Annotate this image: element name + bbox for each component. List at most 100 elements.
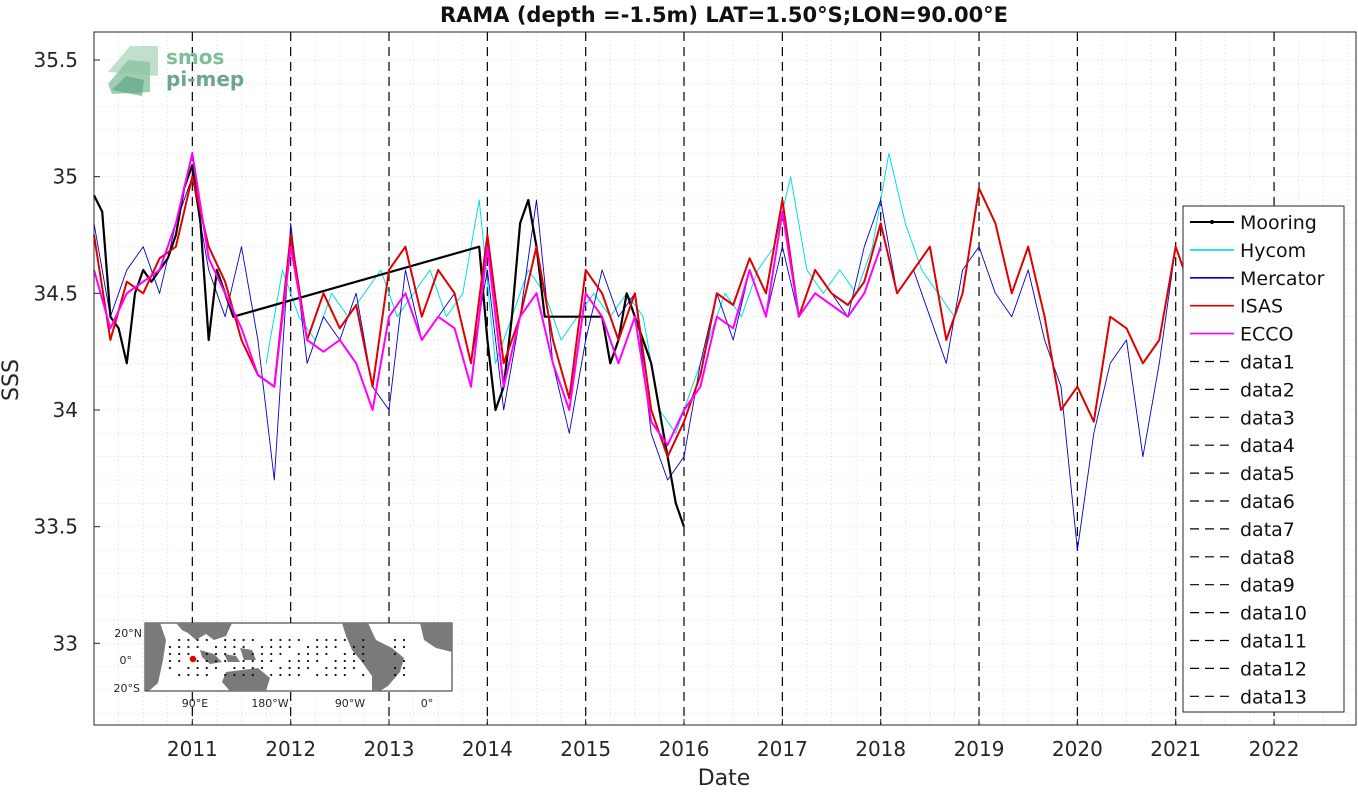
mooring-dot: [334, 673, 337, 677]
series-line-mooring: [93, 163, 686, 528]
legend-label-data3: data3: [1240, 407, 1295, 429]
y-tick-label: 33: [53, 631, 78, 655]
y-tick-label: 35: [53, 165, 78, 189]
smos-pimep-logo: smos pi-mep: [108, 45, 244, 96]
inset-map: 20°N 0° 20°S 90°E 180°W 90°W 0°: [114, 622, 453, 710]
logo-pimep-text: pi-mep: [166, 67, 244, 91]
legend-label-mooring: Mooring: [1240, 212, 1317, 234]
x-tick-label: 2017: [757, 737, 808, 761]
legend-label-data10: data10: [1240, 603, 1307, 625]
mooring-dot: [214, 645, 218, 649]
series-lines: [93, 152, 1341, 551]
mooring-dot: [178, 659, 181, 663]
mooring-dot: [343, 659, 346, 663]
series-line-ecco: [93, 152, 882, 446]
mooring-dot: [316, 659, 319, 663]
mooring-dot: [251, 666, 254, 670]
mooring-dot: [168, 659, 172, 663]
inset-ylabel-0: 0°: [120, 654, 133, 667]
y-tick-label: 33.5: [33, 515, 78, 539]
inset-xlabel-180w: 180°W: [251, 697, 288, 710]
mooring-dot: [205, 659, 208, 663]
mooring-dot: [260, 659, 264, 663]
x-axis-ticks: 2011 2012 2013 2014 2015 2016 2017 2018 2019 2020…: [167, 719, 1300, 761]
legend-label-mercator: Mercator: [1240, 268, 1325, 290]
mooring-dot: [393, 638, 397, 642]
legend-label-data5: data5: [1240, 463, 1295, 485]
mooring-dot: [325, 652, 328, 656]
dashed-year-lines: [191, 32, 1275, 725]
x-tick-label: 2022: [1249, 737, 1300, 761]
mooring-dot: [306, 652, 310, 656]
legend-label-data7: data7: [1240, 519, 1295, 541]
mooring-dot: [362, 638, 365, 642]
legend-label-data8: data8: [1240, 547, 1295, 569]
map-land-africa: [145, 623, 166, 691]
mooring-dot: [325, 673, 328, 677]
mooring-dot: [297, 666, 300, 670]
inset-x-labels: 90°E 180°W 90°W 0°: [182, 697, 433, 710]
y-tick-label: 35.5: [33, 48, 78, 72]
mooring-dot: [187, 652, 190, 656]
x-tick-label: 2020: [1052, 737, 1103, 761]
mooring-dot: [402, 638, 406, 642]
mooring-dot: [343, 666, 346, 670]
mooring-dot: [325, 645, 328, 649]
mooring-dot: [205, 666, 208, 670]
mooring-dot: [260, 652, 264, 656]
y-tick-label: 34.5: [33, 281, 78, 305]
mooring-dot: [352, 666, 356, 670]
mooring-dot: [251, 638, 254, 642]
map-land-australia: [222, 668, 270, 691]
mooring-dot: [279, 666, 282, 670]
y-tick-label: 34: [53, 398, 78, 422]
map-land-westafrica: [420, 623, 452, 652]
mooring-dot: [196, 645, 199, 649]
mooring-dot: [288, 673, 291, 677]
mooring-dot: [334, 659, 337, 663]
mooring-dot: [224, 659, 227, 663]
mooring-dot: [393, 673, 397, 677]
mooring-dot: [242, 666, 245, 670]
mooring-dot: [224, 638, 227, 642]
mooring-dot: [270, 673, 273, 677]
mooring-dot: [233, 645, 236, 649]
mooring-dot: [334, 638, 337, 642]
mooring-dot: [297, 652, 300, 656]
mooring-dot: [288, 666, 291, 670]
mooring-dot: [178, 645, 181, 649]
y-axis-label: SSS: [0, 359, 24, 401]
mooring-dot: [270, 645, 273, 649]
x-tick-label: 2019: [954, 737, 1005, 761]
mooring-dot: [362, 645, 365, 649]
legend-label-data4: data4: [1240, 435, 1295, 457]
mooring-dot: [279, 673, 282, 677]
mooring-dot: [297, 673, 300, 677]
map-land-indonesia: [200, 648, 256, 664]
mooring-dot: [334, 666, 337, 670]
mooring-dot: [306, 666, 310, 670]
mooring-dot: [205, 638, 208, 642]
mooring-dot: [279, 645, 282, 649]
mooring-dot: [178, 673, 181, 677]
mooring-dot: [270, 638, 273, 642]
mooring-dot: [251, 659, 254, 663]
mooring-dot: [362, 659, 365, 663]
mooring-dot: [393, 666, 397, 670]
mooring-dot: [316, 638, 319, 642]
legend-box: [1182, 205, 1345, 713]
mooring-dot: [270, 652, 273, 656]
mooring-dot: [362, 652, 365, 656]
x-tick-label: 2015: [560, 737, 611, 761]
mooring-dot: [205, 652, 208, 656]
mooring-dot: [251, 673, 254, 677]
legend-marker-mooring: [1210, 220, 1214, 224]
mooring-dot: [402, 666, 406, 670]
legend-label-isas: ISAS: [1240, 296, 1283, 318]
inset-ylabel-20n: 20°N: [114, 627, 142, 640]
mooring-dot: [187, 666, 190, 670]
selected-mooring-marker: [189, 655, 197, 663]
plot-frame: [93, 31, 1357, 726]
mooring-dot: [334, 645, 337, 649]
